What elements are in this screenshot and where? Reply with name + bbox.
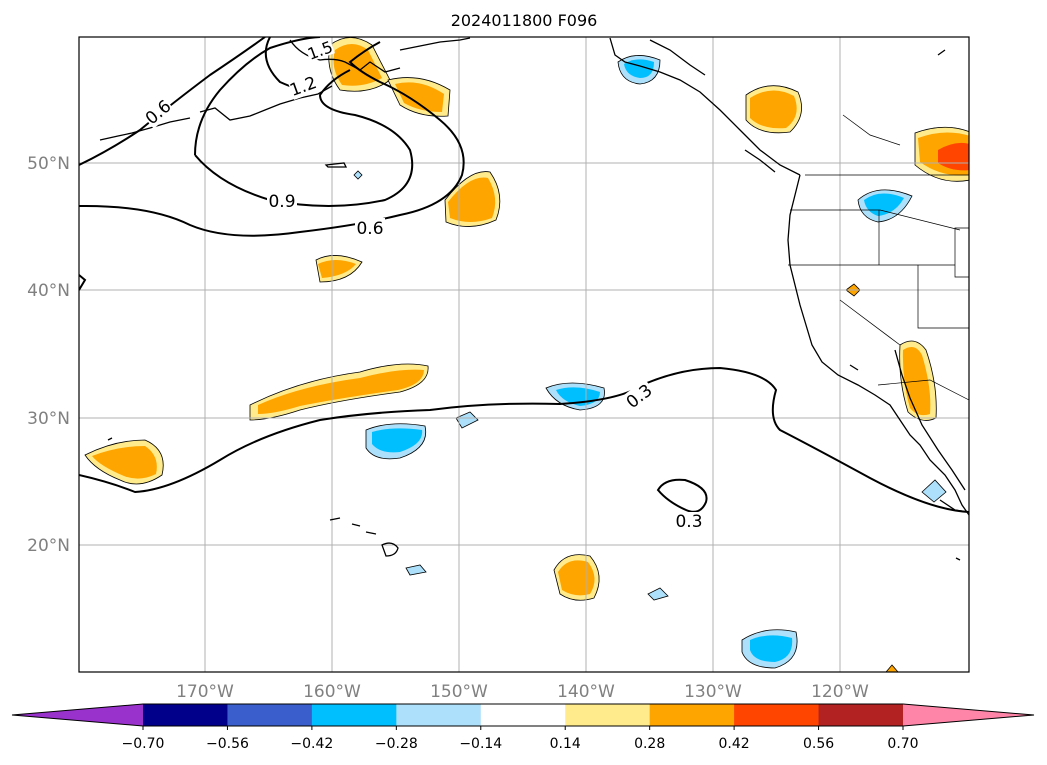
lon-label: 130°W xyxy=(684,682,742,702)
colorbar-tick-label: −0.42 xyxy=(290,736,333,752)
colorbar-tick-label: −0.28 xyxy=(375,736,418,752)
colorbar-tick-label: −0.56 xyxy=(206,736,249,752)
colorbar-tick-label: 0.70 xyxy=(887,736,918,752)
borders xyxy=(788,114,969,401)
colorbar-tick-label: 0.28 xyxy=(634,736,665,752)
colorbar-segment xyxy=(227,704,313,726)
colorbar-segment xyxy=(565,704,651,726)
colorbar-segment xyxy=(480,704,566,726)
colorbar-tick-label: 0.42 xyxy=(719,736,750,752)
colorbar-segment xyxy=(311,704,397,726)
contour-labels: 0.6 1.2 1.5 0.9 0.6 0.3 0.3 xyxy=(139,37,704,532)
negative-anomaly-areas xyxy=(353,55,947,669)
longitude-labels: 170°W 160°W 150°W 140°W 130°W 120°W xyxy=(176,682,869,702)
colorbar-tick-label: −0.14 xyxy=(459,736,502,752)
map-title: 2024011800 F096 xyxy=(451,11,598,30)
latitude-labels: 50°N 40°N 30°N 20°N xyxy=(27,154,70,556)
contour-label: 0.3 xyxy=(675,512,702,532)
colorbar-extend-high xyxy=(903,704,1034,726)
shaded-anomalies xyxy=(84,37,969,672)
colorbar: −0.70 −0.56 −0.42 −0.28 −0.14 0.14 0.28 0.42 0.5… xyxy=(11,703,1035,752)
colorbar-tick-label: 0.14 xyxy=(550,736,581,752)
colorbar-tick-label: 0.56 xyxy=(803,736,834,752)
lon-label: 120°W xyxy=(811,682,869,702)
lat-label: 30°N xyxy=(27,409,70,429)
positive-anomaly-areas xyxy=(84,37,969,672)
lat-label: 50°N xyxy=(27,154,70,174)
lon-label: 150°W xyxy=(430,682,488,702)
lon-label: 140°W xyxy=(557,682,615,702)
lon-label: 160°W xyxy=(303,682,361,702)
colorbar-segment xyxy=(396,704,482,726)
colorbar-segment xyxy=(143,704,228,726)
colorbar-segment xyxy=(734,704,820,726)
contour-label: 0.9 xyxy=(268,192,295,212)
coastlines xyxy=(99,37,969,561)
colorbar-segment xyxy=(649,704,735,726)
contour-label: 0.6 xyxy=(356,219,383,239)
lon-label: 170°W xyxy=(176,682,234,702)
map-frame xyxy=(78,36,970,673)
lat-label: 20°N xyxy=(27,536,70,556)
contour-lines xyxy=(79,37,969,513)
map-panel: 0.6 1.2 1.5 0.9 0.6 0.3 0.3 xyxy=(79,37,969,672)
colorbar-extend-low xyxy=(12,704,143,726)
colorbar-tick-label: −0.70 xyxy=(122,736,165,752)
lat-label: 40°N xyxy=(27,281,70,301)
colorbar-segment xyxy=(818,704,904,726)
